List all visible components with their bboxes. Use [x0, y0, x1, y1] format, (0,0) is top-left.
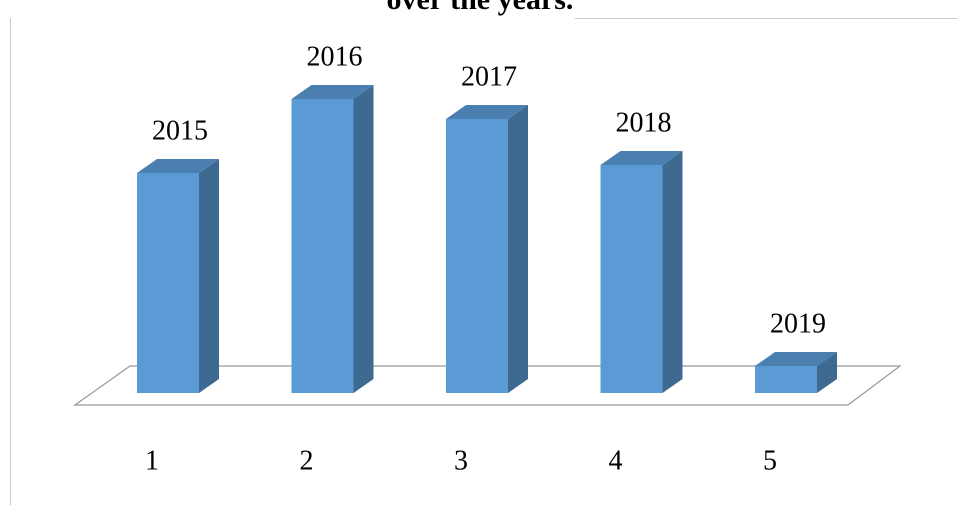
bar-label: 2019: [770, 308, 826, 339]
bar-top: [137, 159, 219, 173]
x-tick-label: 5: [763, 445, 777, 476]
bar-side: [508, 105, 528, 393]
bar-label: 2018: [616, 107, 672, 138]
bar-top: [291, 85, 374, 99]
bar-top: [446, 105, 528, 119]
bar-side: [199, 159, 219, 393]
x-tick-label: 3: [454, 445, 468, 476]
bar: [137, 173, 199, 393]
x-tick-label: 4: [609, 445, 623, 476]
x-tick-label: 2: [300, 445, 314, 476]
bar: [755, 366, 817, 393]
bar: [446, 119, 508, 393]
bar-side: [662, 151, 683, 393]
bar: [291, 99, 354, 393]
bar: [600, 165, 663, 393]
chart-title: over the years.: [387, 0, 574, 16]
bar-side: [353, 85, 374, 393]
bar-label: 2016: [307, 41, 363, 72]
x-tick-label: 1: [145, 445, 159, 476]
bar-top: [755, 352, 837, 366]
bar-label: 2017: [461, 61, 517, 92]
bar-top: [600, 151, 683, 165]
bar-side: [817, 352, 837, 393]
bar-label: 2015: [152, 115, 208, 146]
